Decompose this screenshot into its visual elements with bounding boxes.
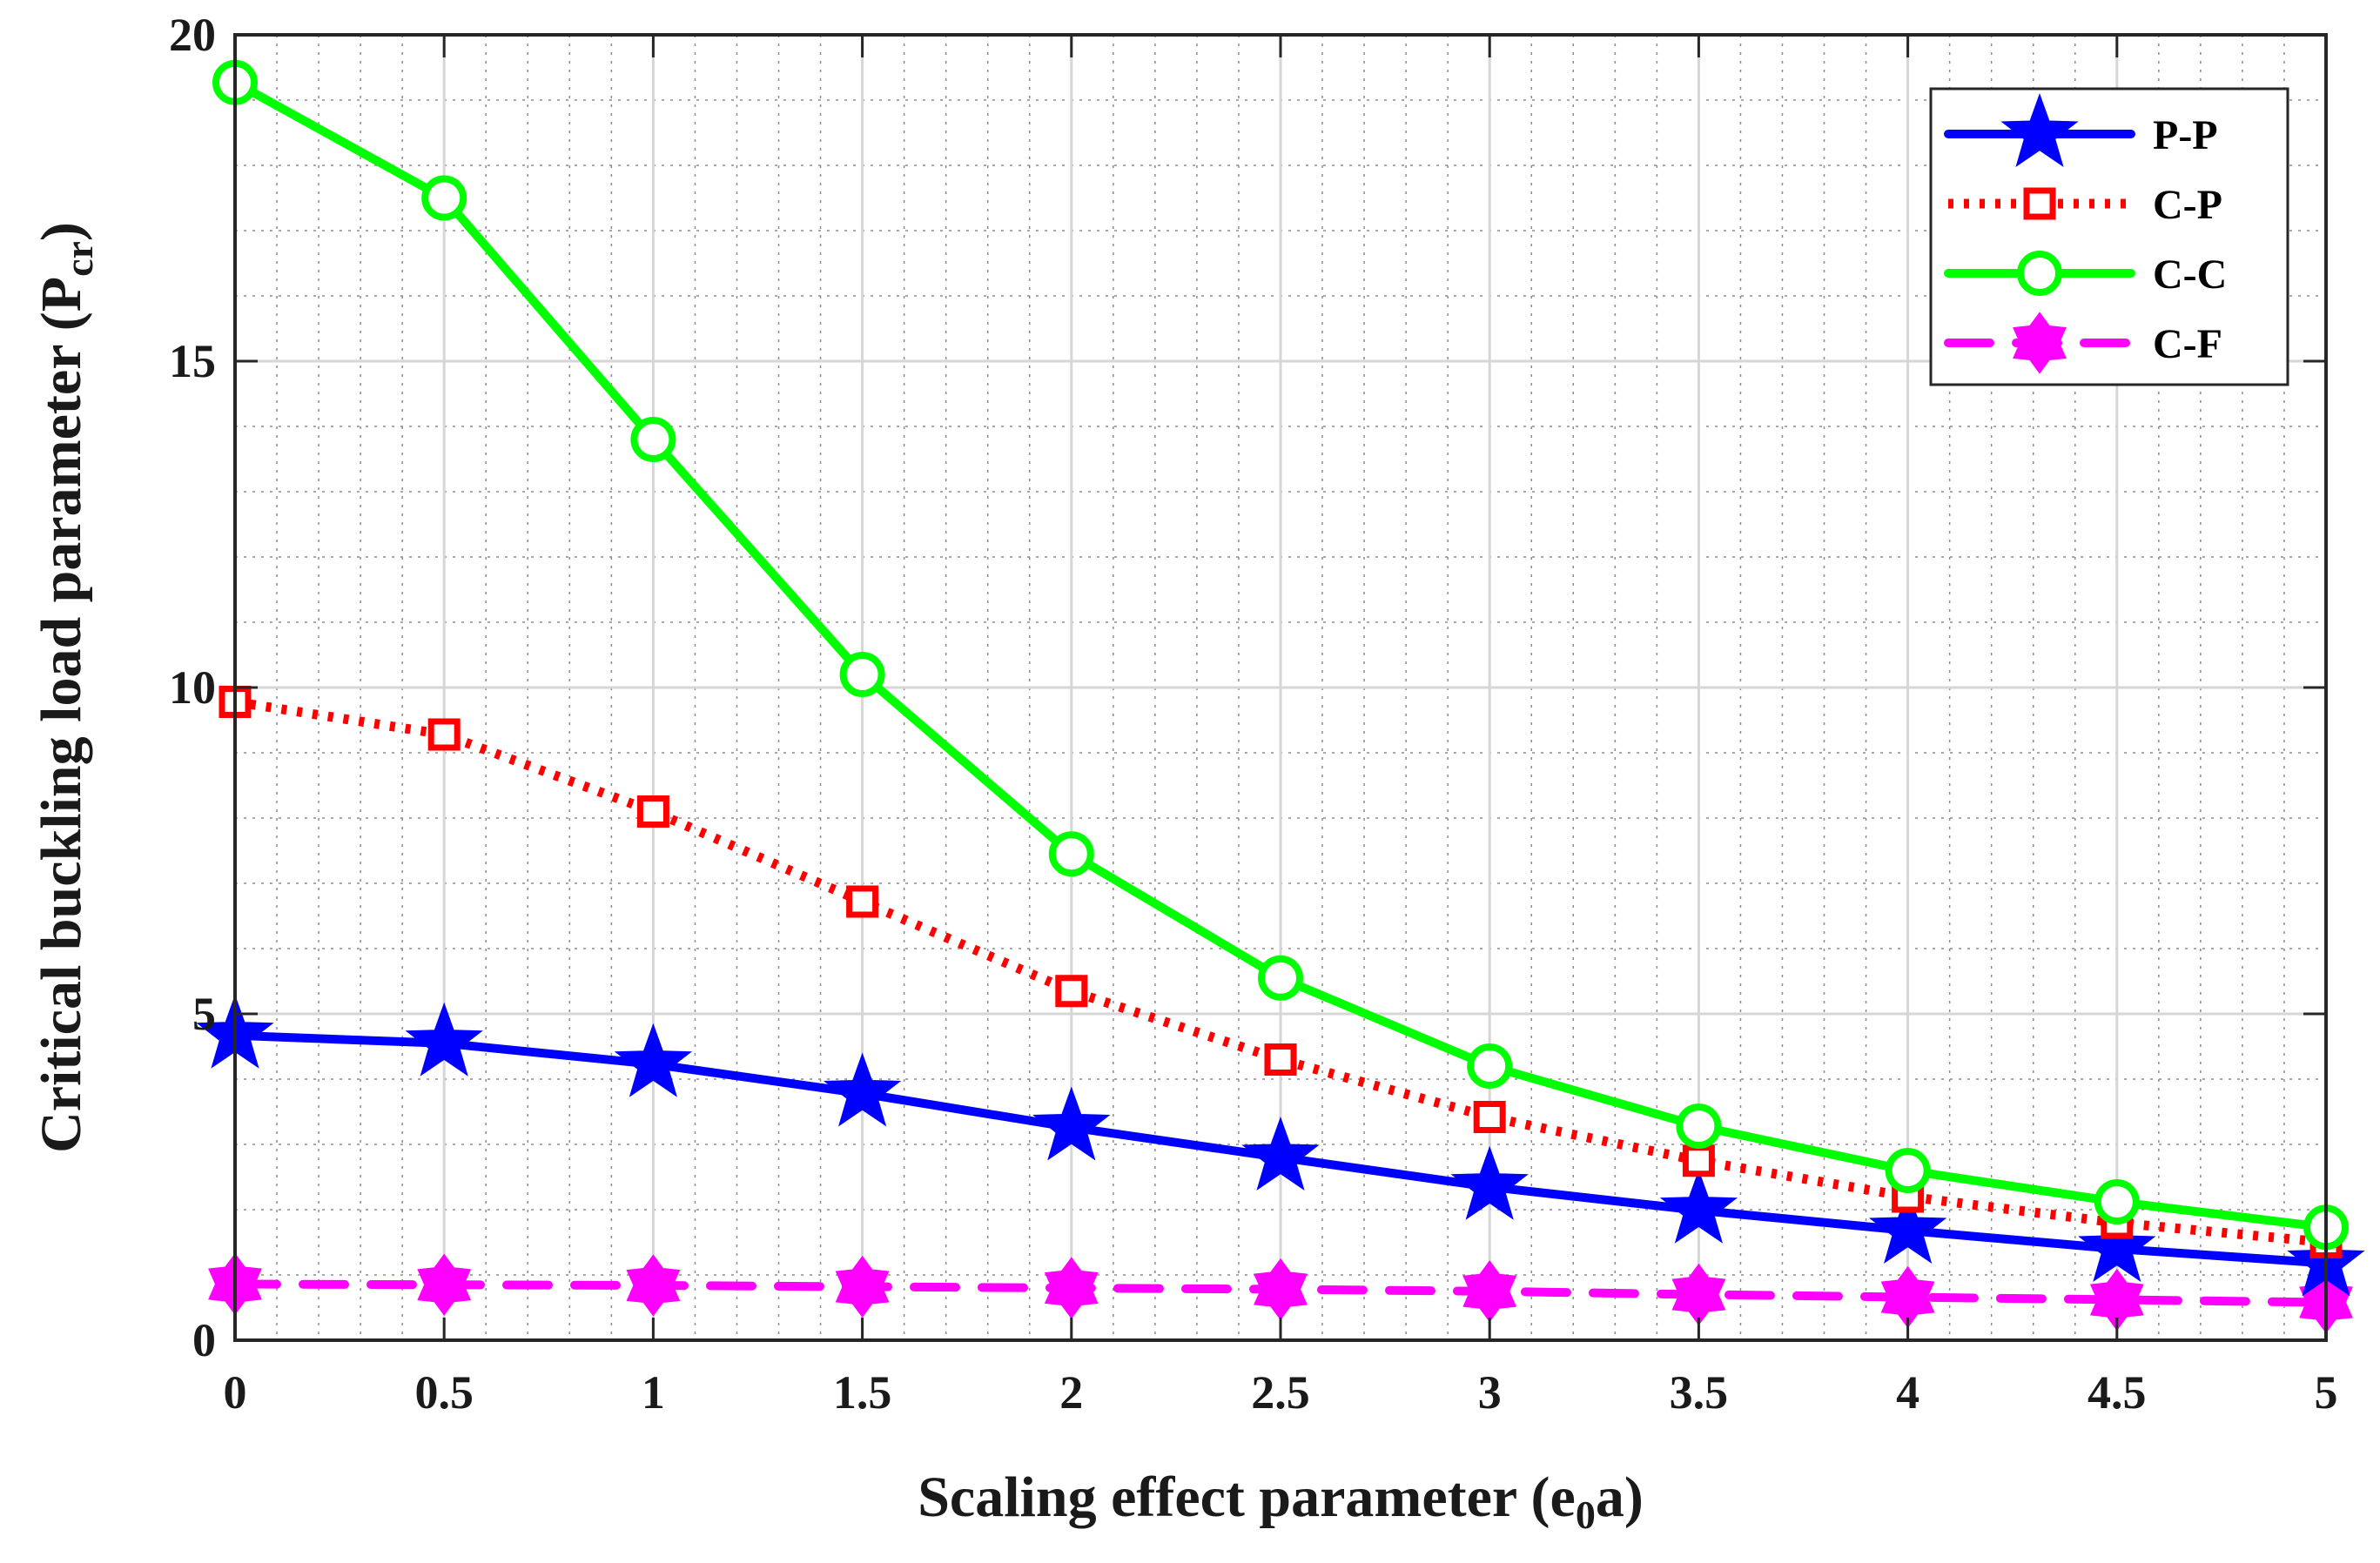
data-point-c-c	[421, 175, 467, 221]
y-tick-label: 5	[192, 988, 216, 1040]
data-point-c-c	[1885, 1148, 1931, 1193]
data-point-c-p	[846, 885, 879, 918]
legend-label-c-p: C-P	[2153, 182, 2222, 228]
y-axis-title: Critical buckling load parameter (Pcr)	[30, 222, 101, 1153]
data-point-p-p	[2000, 93, 2079, 167]
data-point-p-p	[405, 1002, 483, 1077]
legend-label-c-c: C-C	[2153, 252, 2227, 298]
data-point-c-p	[1682, 1144, 1715, 1177]
series-layer	[196, 59, 2365, 1334]
data-point-c-c	[1048, 831, 1094, 877]
series-line-c-p	[234, 697, 2327, 1247]
x-tick-label: 1.5	[833, 1366, 892, 1419]
x-tick-label: 4.5	[2088, 1366, 2147, 1419]
data-point-c-p	[2023, 187, 2056, 220]
data-point-p-p	[1450, 1145, 1529, 1220]
data-point-c-f	[835, 1255, 890, 1318]
data-point-p-p	[614, 1023, 693, 1097]
data-point-c-f	[1254, 1258, 1308, 1321]
axis-ticks	[233, 33, 2328, 1342]
data-point-c-c	[1258, 955, 1303, 1001]
data-point-c-c	[1467, 1043, 1513, 1089]
data-point-c-p	[636, 795, 669, 828]
x-tick-labels: 0 0.5 1 1.5 2 2.5 3 3.5 4 4.5 5	[224, 1366, 2338, 1419]
data-point-c-c	[839, 652, 885, 697]
data-point-c-c	[630, 417, 676, 462]
legend-label-p-p: P-P	[2153, 112, 2218, 158]
data-point-p-p	[1032, 1086, 1111, 1161]
y-tick-label: 20	[169, 9, 216, 61]
y-axis-title-subscript: cr	[57, 241, 101, 277]
data-point-c-f	[1044, 1257, 1099, 1319]
data-point-c-p	[1264, 1043, 1297, 1076]
data-point-c-f	[1671, 1263, 1726, 1326]
y-tick-labels: 0 5 10 15 20	[169, 9, 216, 1366]
data-point-c-c	[2094, 1179, 2140, 1224]
legend-entry-c-f: C-F	[1944, 312, 2222, 374]
data-point-p-p	[823, 1052, 902, 1127]
data-point-c-p	[427, 718, 461, 751]
data-point-p-p	[2078, 1208, 2156, 1282]
x-tick-label: 3.5	[1670, 1366, 1729, 1419]
legend: P-P C-P C-C C-F	[1929, 87, 2289, 386]
y-axis-title-main: Critical buckling load parameter (P	[30, 277, 93, 1153]
data-point-c-c	[2017, 251, 2062, 296]
data-point-c-f	[2013, 312, 2067, 374]
data-point-c-p	[1055, 975, 1088, 1008]
data-point-c-f	[417, 1253, 472, 1316]
data-point-c-p	[1473, 1101, 1506, 1133]
data-point-p-p	[1868, 1190, 1947, 1264]
x-tick-label: 1	[642, 1366, 665, 1419]
series-c-f	[208, 1252, 2353, 1334]
y-axis-title-tail: )	[30, 222, 93, 241]
x-tick-label: 5	[2315, 1366, 2338, 1419]
legend-entry-p-p: P-P	[1944, 93, 2218, 167]
x-tick-label: 3	[1478, 1366, 1502, 1419]
x-tick-label: 0.5	[414, 1366, 474, 1419]
data-point-p-p	[1241, 1117, 1320, 1191]
y-tick-label: 0	[192, 1314, 216, 1366]
data-point-c-f	[1462, 1260, 1517, 1323]
legend-entry-c-p: C-P	[1948, 182, 2222, 228]
x-tick-label: 4	[1896, 1366, 1919, 1419]
x-tick-label: 0	[224, 1366, 247, 1419]
data-point-c-c	[1676, 1103, 1722, 1149]
legend-entry-c-c: C-C	[1944, 251, 2227, 298]
y-tick-label: 10	[169, 661, 216, 714]
x-axis-title-subscript: 0	[1576, 1493, 1596, 1537]
data-point-c-f	[626, 1254, 681, 1317]
data-point-p-p	[1659, 1169, 1738, 1244]
x-axis-title: Scaling effect parameter (e0a)	[918, 1466, 1644, 1537]
legend-label-c-f: C-F	[2153, 321, 2222, 367]
x-tick-label: 2	[1059, 1366, 1083, 1419]
x-tick-label: 2.5	[1251, 1366, 1310, 1419]
y-tick-label: 15	[169, 335, 216, 387]
x-axis-title-tail: a)	[1596, 1466, 1644, 1529]
x-axis-title-main: Scaling effect parameter (e	[918, 1466, 1576, 1529]
